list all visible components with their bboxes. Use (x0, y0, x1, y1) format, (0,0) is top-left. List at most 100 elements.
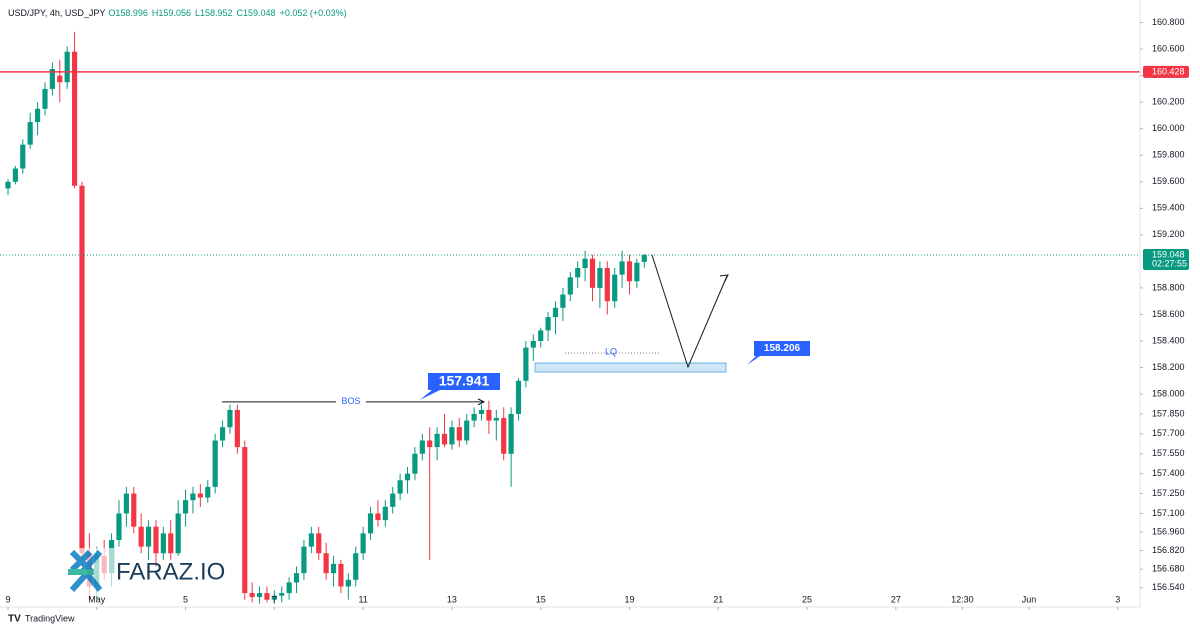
watermark-text: FARAZ.IO (116, 558, 225, 585)
candle-body (560, 294, 566, 308)
candle-body (160, 533, 166, 554)
candle-body (338, 563, 344, 587)
x-tick-label: 5 (183, 594, 188, 604)
header-symbol: USD/JPY, 4h, USD_JPY (8, 8, 105, 18)
y-tick-label: 158.200 (1152, 362, 1185, 372)
candle-body (641, 255, 647, 262)
y-tick-label: 157.700 (1152, 428, 1185, 438)
y-tick-label: 160.200 (1152, 97, 1185, 107)
candle-body (345, 579, 351, 587)
target-callout: 158.206 (764, 343, 801, 354)
candle-body (234, 409, 240, 448)
resistance-label: 160.428 (1152, 66, 1185, 76)
candle-body (293, 573, 300, 583)
header-close: C159.048 (237, 8, 276, 18)
y-tick-label: 160.800 (1152, 17, 1185, 27)
candle-body (153, 526, 159, 554)
candle-body (538, 330, 544, 341)
y-tick-label: 157.400 (1152, 468, 1185, 478)
candle-body (42, 88, 48, 109)
candle-body (449, 427, 455, 445)
candle-body (116, 513, 122, 540)
candle-body (404, 473, 411, 481)
y-tick-label: 159.400 (1152, 203, 1185, 213)
x-tick-label: 13 (447, 594, 457, 604)
y-tick-label: 160.000 (1152, 123, 1185, 133)
header: USD/JPY, 4h, USD_JPY O158.996 H159.056 L158… (8, 8, 347, 18)
y-tick-label: 156.820 (1152, 545, 1185, 555)
candle-body (382, 506, 388, 521)
candle-body (471, 413, 477, 421)
header-open: O158.996 (108, 8, 148, 18)
candle-body (227, 409, 233, 428)
candle-body (131, 493, 137, 527)
header-change: +0.052 (+0.03%) (280, 8, 347, 18)
candle-body (330, 563, 337, 574)
candle-body (34, 108, 41, 123)
candle-body (434, 433, 440, 448)
y-tick-label: 159.200 (1152, 229, 1185, 239)
candle-body (264, 593, 270, 600)
y-tick-label: 157.550 (1152, 448, 1185, 458)
candle-body (597, 268, 603, 288)
candle-body (301, 546, 307, 574)
candle-body (175, 513, 181, 554)
x-tick-label: 19 (624, 594, 634, 604)
candle-body (168, 533, 174, 554)
y-tick-label: 157.250 (1152, 488, 1185, 498)
countdown-label: 02:27:55 (1152, 258, 1187, 268)
candle-body (190, 493, 196, 501)
y-tick-label: 156.540 (1152, 582, 1185, 592)
candle-body (138, 526, 144, 547)
last-price-label: 159.048 (1152, 249, 1185, 259)
candle-body (582, 258, 588, 269)
candle-body (64, 51, 70, 83)
candle-body (493, 417, 499, 421)
candle-body (552, 307, 559, 318)
x-tick-label: 21 (713, 594, 723, 604)
candle-body (205, 486, 211, 498)
candle-body (464, 420, 470, 441)
candle-body (79, 185, 85, 554)
y-tick-label: 158.400 (1152, 335, 1185, 345)
x-tick-label: 12:30 (951, 594, 974, 604)
candle-body (271, 595, 277, 600)
bos-callout: 157.941 (439, 373, 490, 389)
bos-label-bg (336, 395, 366, 408)
x-tick-label: Jun (1022, 594, 1037, 604)
y-tick-label: 158.800 (1152, 282, 1185, 292)
lq-label: LQ (605, 346, 617, 356)
candle-body (71, 51, 78, 186)
candle-body (20, 144, 26, 169)
candle-body (612, 274, 618, 302)
x-tick-label: May (88, 594, 106, 604)
candle-body (316, 533, 322, 554)
candle-body (604, 268, 610, 302)
x-tick-label: 11 (358, 594, 367, 604)
candle-body (456, 427, 462, 441)
x-tick-label: 25 (802, 594, 812, 604)
projection-arrowhead (719, 274, 729, 284)
candle-body (508, 413, 514, 454)
candle-body (427, 440, 433, 448)
candle-body (397, 480, 403, 494)
y-tick-label: 157.100 (1152, 508, 1185, 518)
y-tick-label: 158.000 (1152, 388, 1185, 398)
candle-body (353, 553, 359, 580)
bos-arrowhead (477, 398, 486, 406)
candle-body (478, 409, 485, 414)
candle-body (619, 261, 625, 275)
footer-logo: TV (8, 614, 21, 625)
candle-body (523, 347, 529, 381)
candle-body (634, 262, 640, 282)
y-tick-label: 157.850 (1152, 408, 1185, 418)
candle-body (412, 453, 418, 474)
candle-body (360, 533, 366, 554)
candle-body (212, 440, 218, 487)
candle-body (5, 181, 11, 189)
y-tick-label: 156.680 (1152, 564, 1185, 574)
candle-body (626, 261, 633, 282)
y-tick-label: 159.800 (1152, 150, 1185, 160)
